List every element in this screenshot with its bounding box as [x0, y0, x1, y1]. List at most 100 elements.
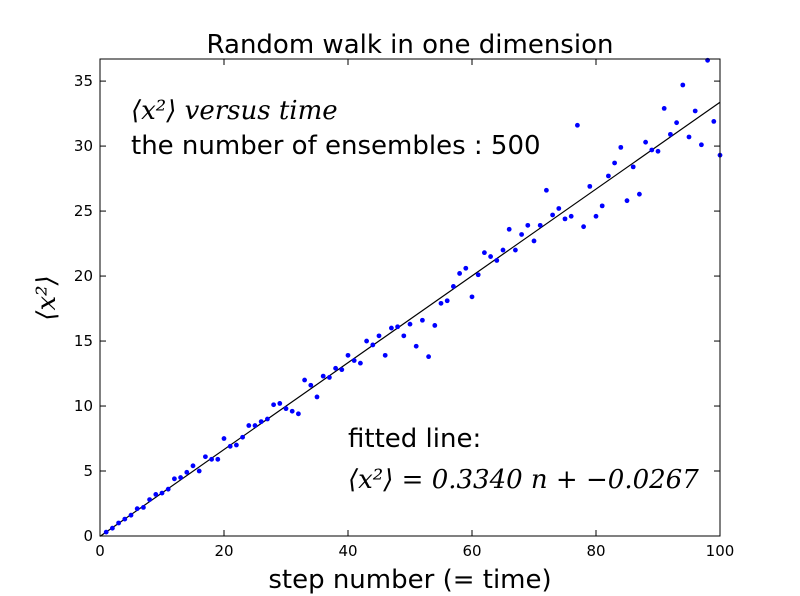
data-point [395, 324, 400, 330]
data-point [221, 436, 227, 441]
data-point [544, 187, 549, 193]
data-point [147, 497, 153, 503]
data-point [283, 406, 289, 412]
data-point [345, 352, 351, 358]
data-point [463, 265, 469, 271]
data-point [692, 108, 698, 114]
data-point [624, 198, 630, 204]
data-point [680, 82, 686, 88]
data-point [122, 516, 128, 522]
data-point [413, 343, 419, 349]
x-tick-label: 100 [706, 542, 735, 560]
data-point [618, 144, 624, 150]
data-point [401, 333, 407, 339]
data-point [519, 232, 524, 237]
data-point [159, 490, 165, 496]
data-point [599, 203, 605, 209]
data-point [550, 212, 555, 218]
data-point [296, 411, 301, 417]
data-point [556, 206, 562, 211]
data-point [531, 238, 537, 244]
data-point [165, 486, 171, 492]
annotation-upper-line2: the number of ensembles : 500 [131, 131, 541, 161]
data-point [469, 294, 475, 300]
data-point [494, 258, 500, 263]
y-tick-label: 30 [74, 137, 93, 155]
data-point [258, 419, 264, 425]
data-point [500, 247, 506, 253]
data-point [382, 352, 388, 358]
data-point [103, 529, 109, 535]
data-point [488, 254, 493, 259]
x-tick-label: 40 [338, 542, 357, 560]
data-point [203, 454, 208, 460]
data-point [141, 505, 146, 510]
y-tick-label: 20 [74, 267, 93, 285]
data-point [506, 226, 512, 232]
data-point [612, 160, 617, 166]
data-point [351, 358, 357, 363]
data-point [196, 468, 202, 474]
data-point [227, 443, 233, 449]
data-point [649, 147, 655, 153]
data-point [587, 183, 593, 189]
data-point [630, 164, 636, 170]
data-point [606, 173, 611, 179]
annotation-fit-line1: fitted line: [348, 424, 481, 454]
y-tick-label: 25 [74, 202, 93, 220]
data-point [643, 139, 648, 145]
y-tick-label: 15 [74, 332, 93, 350]
data-point [568, 213, 574, 219]
data-point [277, 401, 283, 406]
data-point [475, 272, 481, 278]
data-point [240, 434, 246, 440]
data-point [246, 423, 252, 428]
data-point [575, 122, 580, 128]
tick-labels: 0 20 40 60 80 100 0 5 10 15 20 25 30 35 [74, 72, 734, 560]
y-axis-label: ⟨x²⟩ [32, 275, 62, 320]
data-point [333, 365, 338, 371]
data-point [364, 338, 369, 344]
data-point [432, 323, 438, 328]
y-tick-label: 35 [74, 72, 93, 90]
data-point [451, 284, 456, 289]
data-point [407, 321, 413, 327]
annotation-upper-line1: ⟨x²⟩ versus time [131, 96, 338, 126]
data-point [593, 213, 599, 219]
data-point [581, 224, 586, 230]
y-tick-label: 5 [83, 462, 93, 480]
data-point [686, 134, 692, 140]
data-point [252, 423, 258, 428]
y-tick-label: 0 [83, 527, 93, 545]
data-point [265, 416, 270, 422]
data-point [668, 131, 673, 137]
data-point [172, 476, 177, 482]
data-point [110, 525, 115, 531]
data-point [537, 222, 543, 228]
data-point [699, 142, 704, 148]
data-point [674, 120, 679, 126]
data-point [389, 325, 394, 331]
fitted-line [99, 101, 721, 537]
data-point [190, 463, 196, 469]
data-point [637, 191, 642, 197]
data-point [358, 360, 363, 366]
data-point [376, 333, 382, 339]
x-tick-label: 20 [214, 542, 233, 560]
data-point [438, 300, 444, 306]
data-point [655, 148, 661, 154]
data-point [513, 247, 518, 253]
data-point [314, 394, 320, 400]
data-point [370, 342, 376, 348]
x-axis-label: step number (= time) [268, 565, 551, 595]
x-tick-label: 60 [462, 542, 481, 560]
data-point [184, 469, 190, 475]
data-point [711, 118, 717, 124]
data-point [116, 520, 121, 526]
data-point [339, 367, 345, 373]
annotation-fit-line2: ⟨x²⟩ = 0.3340 n + −0.0267 [348, 465, 699, 495]
data-point [661, 105, 667, 111]
data-point [234, 442, 239, 448]
data-point [271, 402, 276, 408]
